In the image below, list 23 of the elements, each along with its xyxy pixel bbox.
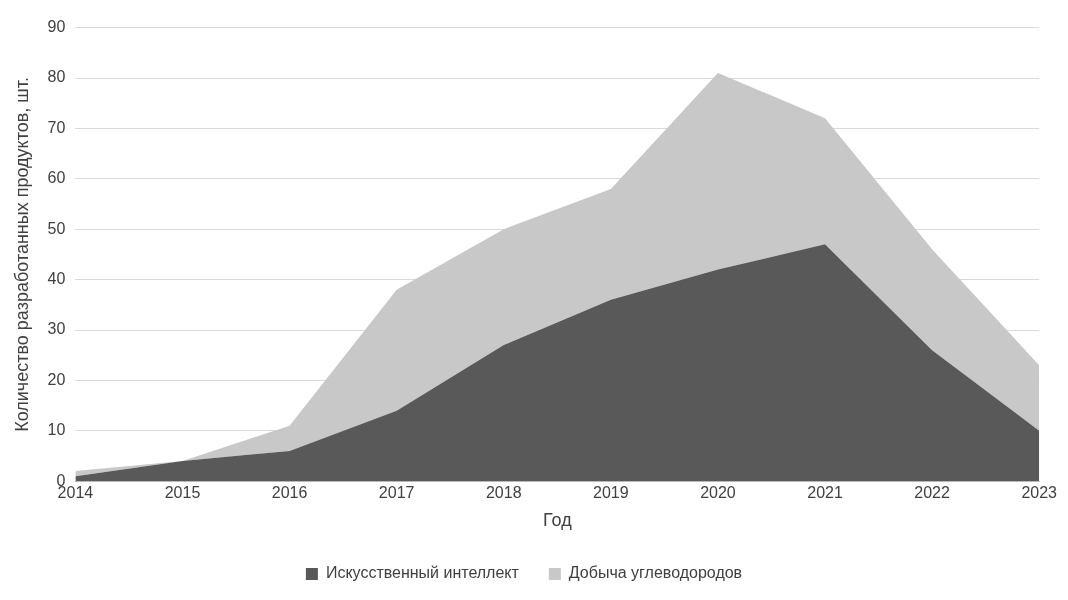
y-tick-label: 10 [47, 421, 66, 439]
x-tick-label: 2018 [485, 484, 522, 502]
legend-label: Искусственный интеллект [325, 564, 520, 582]
x-tick-label: 2021 [807, 484, 843, 502]
y-tick-label: 70 [47, 118, 66, 136]
x-tick-label: 2016 [271, 484, 308, 502]
x-tick-label: 2015 [164, 484, 201, 502]
x-tick-label: 2014 [57, 484, 94, 502]
y-tick-label: 20 [47, 370, 66, 388]
y-tick-label: 90 [47, 18, 66, 36]
y-tick-label: 30 [47, 320, 66, 338]
x-tick-label: 2022 [914, 484, 951, 502]
x-tick-label: 2017 [378, 484, 415, 502]
y-tick-label: 80 [47, 68, 66, 86]
x-tick-label: 2019 [593, 484, 629, 502]
y-tick-label: 50 [47, 219, 66, 237]
y-axis-title: Количество разработанных продуктов, шт. [11, 76, 32, 432]
x-tick-label: 2020 [700, 484, 736, 502]
x-tick-label: 2023 [1021, 484, 1058, 502]
y-tick-label: 60 [47, 169, 66, 187]
y-tick-label: 40 [47, 270, 66, 288]
x-axis-title: Год [542, 510, 573, 531]
legend-label: Добыча углеводородов [568, 564, 743, 582]
